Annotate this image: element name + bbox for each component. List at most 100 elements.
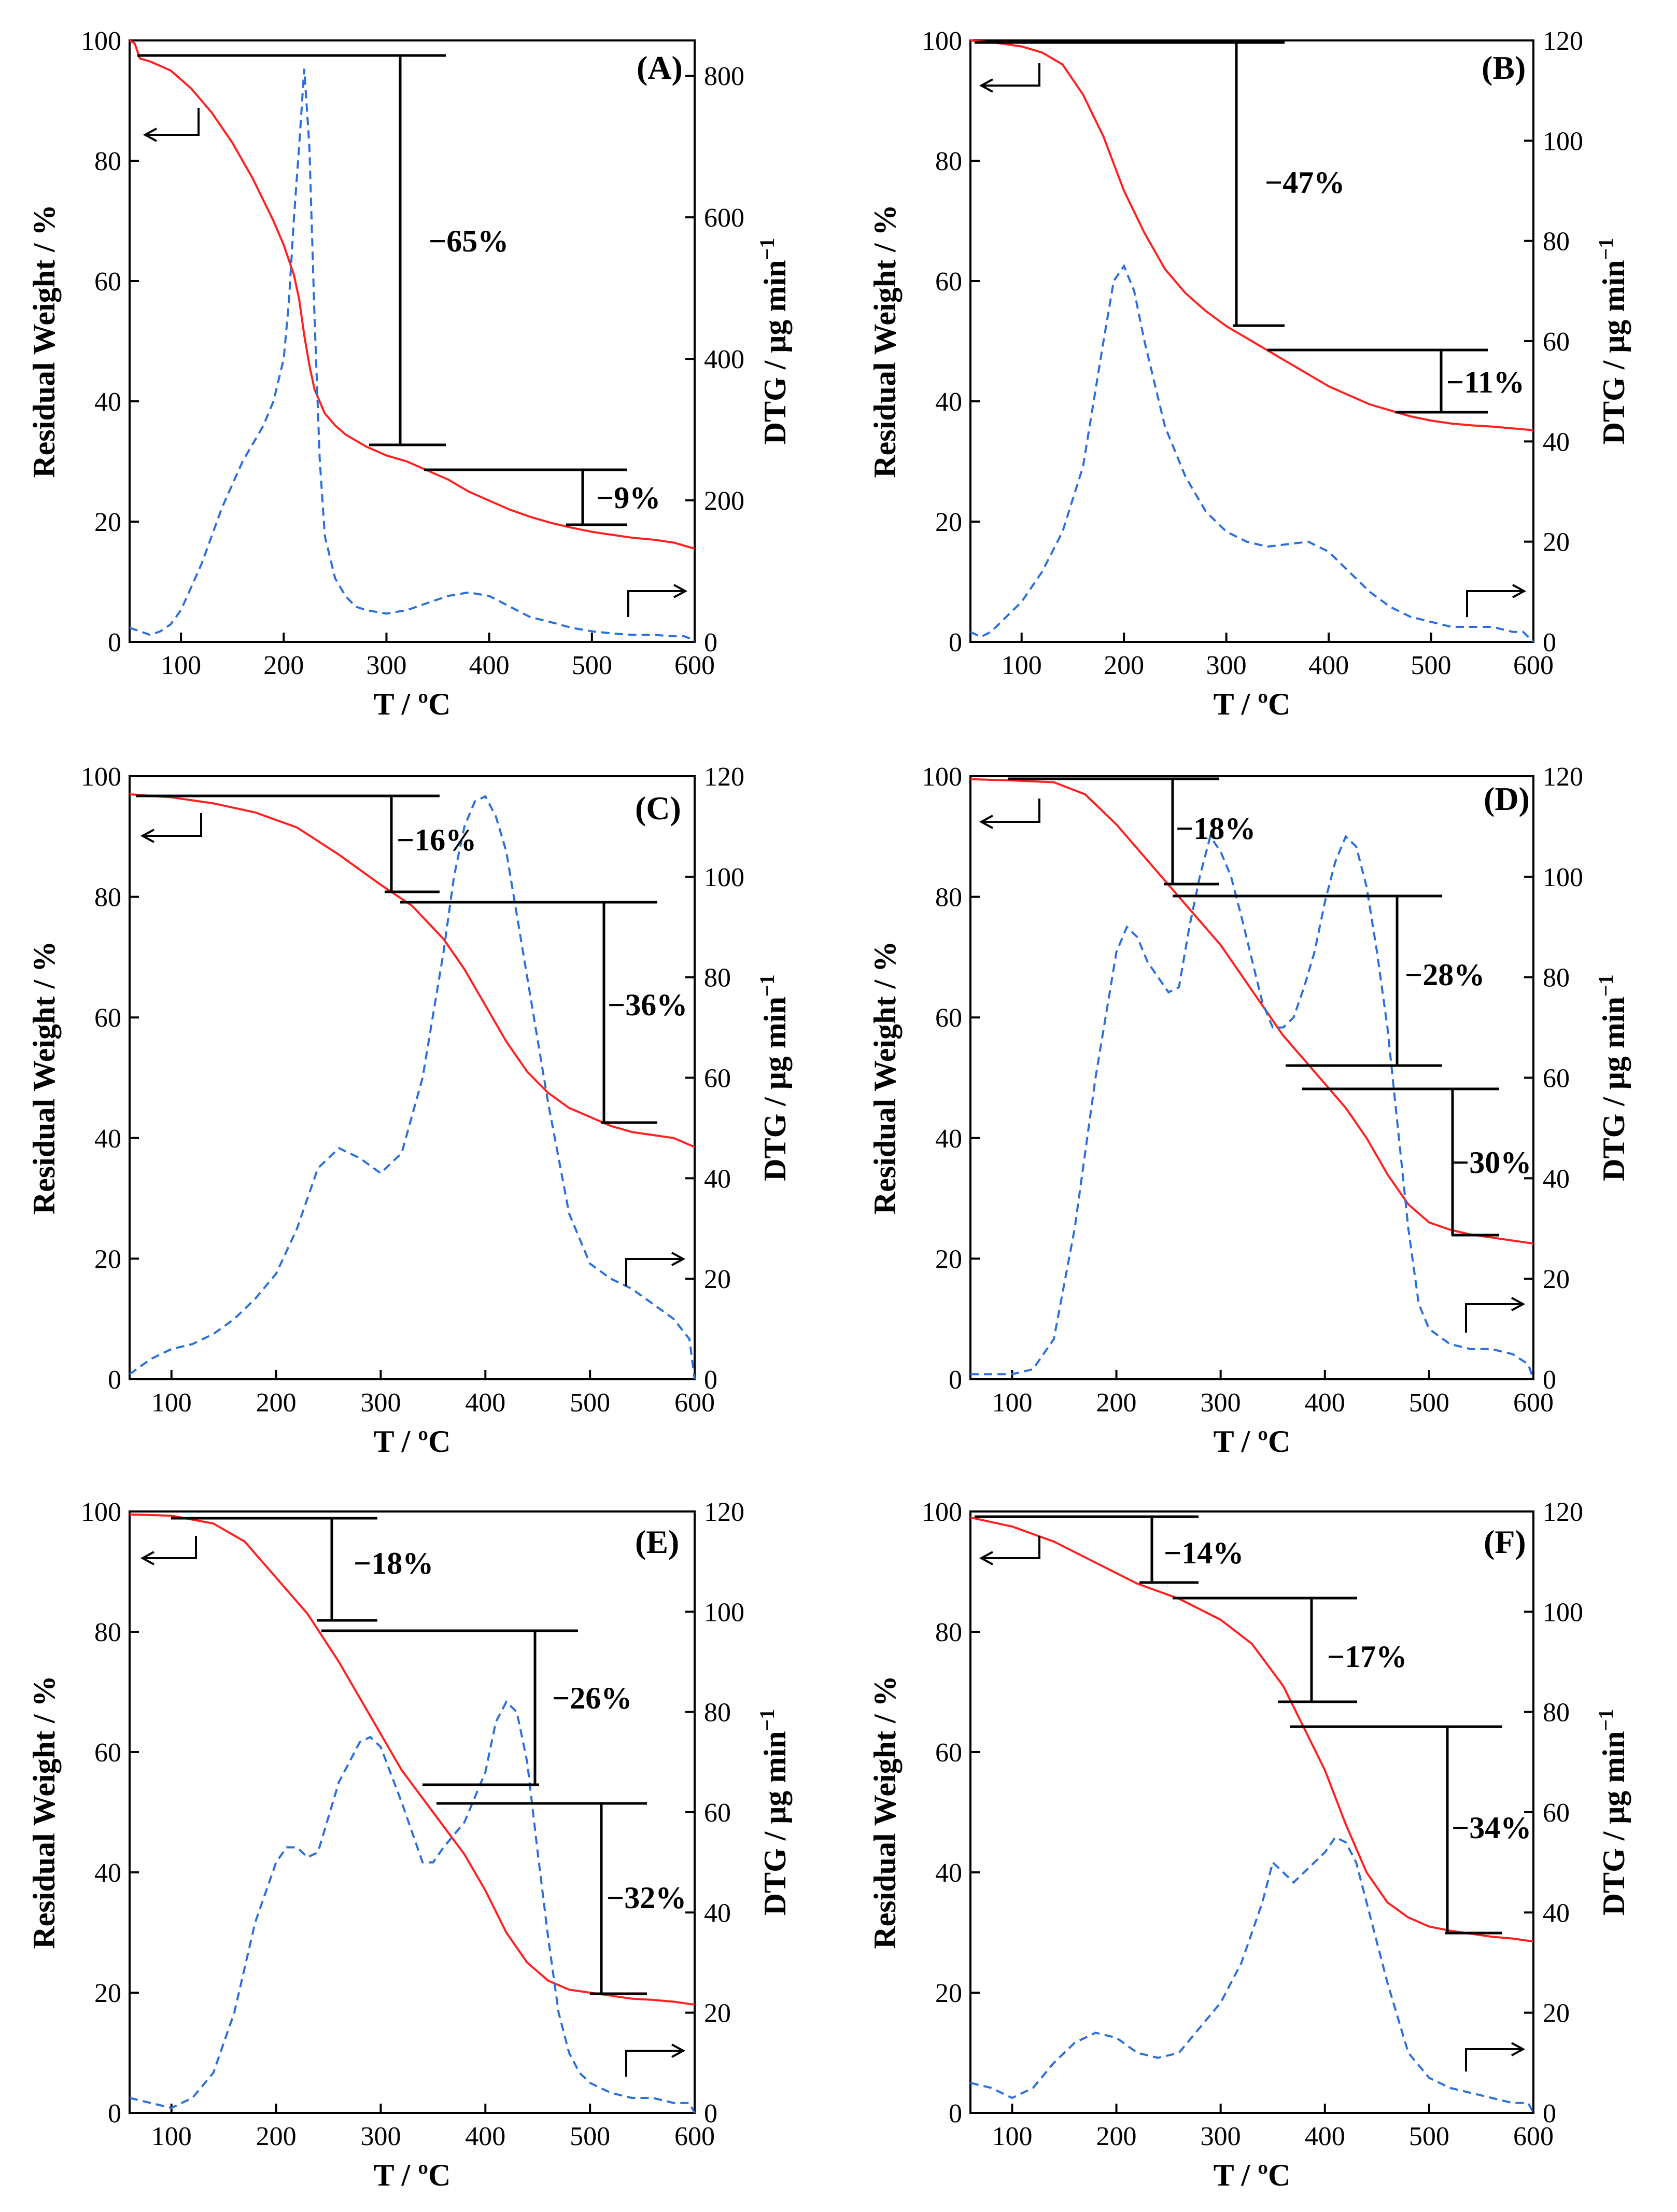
panel-f-step-3-label: −34% — [1451, 1811, 1531, 1845]
panel-c-x-axis-title: T / ºC — [374, 1424, 451, 1459]
panel-f-step-2-label: −17% — [1327, 1640, 1407, 1674]
panel-b-step-2-label: −11% — [1446, 365, 1525, 399]
panel-e-step-3-label: −32% — [607, 1881, 686, 1915]
panel-d-y-tick-label: 20 — [935, 1244, 962, 1274]
panel-e-annotations: −18% −26% −32% (E) — [140, 1517, 686, 2077]
panel-f-y2-tick-label: 60 — [1543, 1798, 1570, 1828]
panel-b-series — [970, 39, 1534, 643]
panel-a-axes: 100 200 300 400 500 6000204060801000200400600… — [27, 26, 792, 721]
panel-a-x-axis-title: T / ºC — [374, 687, 451, 721]
panel-c-step-2-label: −36% — [608, 988, 687, 1022]
panel-a-y-tick-label: 20 — [94, 508, 121, 537]
panel-c-x-tick-label: 100 — [151, 1388, 192, 1418]
panel-b-y2-tick-label: 60 — [1543, 327, 1570, 357]
panel-a-x-tick-label: 400 — [469, 651, 510, 680]
panel-f-y-tick-label: 20 — [935, 1979, 962, 2008]
panel-b-y2-axis-title: DTG / μg min−1 — [1594, 238, 1631, 445]
panel-f-label: (F) — [1484, 1523, 1526, 1560]
panel-e-step-1-label: −18% — [354, 1546, 433, 1580]
panel-f-series — [970, 1516, 1534, 2113]
panel-e-x-tick-label: 200 — [256, 2122, 297, 2151]
panel-d-x-axis-title: T / ºC — [1214, 1424, 1291, 1459]
panel-e-axes: 100 200 300 400 500 6000204060801000204060801… — [27, 1497, 792, 2192]
panel-a-y-tick-label: 60 — [94, 267, 121, 297]
panel-e-series — [129, 1513, 696, 2113]
panel-f-annotations: −14% −17% −34% (F) — [975, 1515, 1531, 2071]
panel-a-x-tick-label: 100 — [161, 651, 201, 680]
panel-d-step-3-label: −30% — [1451, 1145, 1531, 1180]
panel-e-y2-tick-label: 20 — [704, 1999, 731, 2028]
panel-f-right-arrow-icon — [1465, 2042, 1526, 2071]
panel-b-y-tick-label: 20 — [935, 508, 962, 537]
panel-a-y-tick-label: 40 — [94, 387, 121, 417]
panel-d-left-arrow-icon — [979, 799, 1040, 829]
panel-b-x-tick-label: 600 — [1513, 651, 1554, 680]
panel-e-dtg-curve — [129, 1700, 696, 2113]
panel-c-y-tick-label: 60 — [94, 1003, 121, 1033]
panel-c-tga-curve — [129, 793, 695, 1149]
panel-c-x-tick-label: 500 — [570, 1388, 610, 1418]
panel-a-y-tick-label: 0 — [108, 628, 121, 657]
panel-b-step-1-label: −47% — [1265, 165, 1345, 200]
panel-d-right-arrow-icon — [1465, 1297, 1526, 1333]
panel-f-y2-axis-title: DTG / μg min−1 — [1594, 1709, 1631, 1916]
panel-b-x-tick-label: 300 — [1206, 651, 1247, 680]
panel-c-left-arrow-icon — [140, 813, 202, 843]
panel-b-tga-curve — [970, 39, 1534, 431]
panel-a-y2-tick-label: 600 — [704, 203, 744, 233]
panel-b-y-tick-label: 0 — [949, 628, 962, 657]
panel-f-x-tick-label: 300 — [1201, 2122, 1241, 2151]
panel-f-y-tick-label: 60 — [935, 1738, 962, 1768]
panel-f-x-axis-title: T / ºC — [1214, 2158, 1291, 2192]
panel-a-step-2-label: −9% — [596, 481, 660, 515]
panel-d-tga-curve — [970, 778, 1534, 1245]
panel-b-x-tick-label: 400 — [1308, 651, 1349, 680]
panel-e: 100 200 300 400 500 6000204060801000204060801… — [27, 1497, 792, 2192]
panel-c-y-tick-label: 100 — [81, 762, 121, 792]
panel-e-y2-axis-title: DTG / μg min−1 — [755, 1709, 793, 1916]
panel-b-y2-tick-label: 120 — [1543, 26, 1583, 56]
panel-d-step-2-label: −28% — [1405, 958, 1485, 992]
panel-e-x-tick-label: 500 — [570, 2122, 610, 2151]
panel-e-y2-tick-label: 0 — [704, 2099, 717, 2129]
panel-f-axes: 100 200 300 400 500 6000204060801000204060801… — [868, 1497, 1631, 2192]
panel-d-y-tick-label: 40 — [935, 1124, 962, 1154]
panel-d-y2-axis-title: DTG / μg min−1 — [1594, 974, 1631, 1181]
panel-f-x-tick-label: 100 — [992, 2122, 1032, 2151]
panel-a-y-axis-title: Residual Weight / % — [27, 204, 61, 478]
panel-e-y2-tick-label: 100 — [704, 1598, 744, 1627]
panel-e-y2-tick-label: 80 — [704, 1698, 731, 1728]
panel-d-x-tick-label: 500 — [1409, 1388, 1449, 1418]
panel-f-x-tick-label: 500 — [1409, 2122, 1449, 2151]
panel-c-step-1-label: −16% — [397, 823, 476, 857]
panel-d-y-tick-label: 60 — [935, 1003, 962, 1033]
panel-e-y2-tick-label: 120 — [704, 1497, 744, 1527]
panel-c-y2-tick-label: 80 — [704, 963, 731, 993]
panel-d-y2-tick-label: 40 — [1543, 1164, 1570, 1194]
panel-a-dtg-curve — [129, 68, 696, 643]
panel-b-label: (B) — [1482, 49, 1526, 86]
panel-c-y2-tick-label: 60 — [704, 1064, 731, 1094]
panel-e-y-tick-label: 60 — [94, 1738, 121, 1768]
panel-c-dtg-curve — [129, 795, 696, 1380]
panel-d-y-tick-label: 80 — [935, 883, 962, 913]
panel-e-tga-curve — [129, 1513, 695, 2006]
panel-d-series — [970, 778, 1534, 1380]
panel-e-y-tick-label: 20 — [94, 1979, 121, 2008]
panel-e-x-axis-title: T / ºC — [374, 2158, 451, 2192]
panel-f: 100 200 300 400 500 6000204060801000204060801… — [868, 1497, 1631, 2192]
panel-c-y2-tick-label: 40 — [704, 1164, 731, 1194]
panel-c-x-tick-label: 200 — [256, 1388, 297, 1418]
panel-b-y2-tick-label: 100 — [1543, 127, 1583, 156]
panel-b-y-tick-label: 100 — [922, 26, 962, 56]
panel-a-series — [129, 39, 696, 643]
panel-b-left-arrow-icon — [979, 63, 1040, 93]
panel-a-tga-curve — [129, 39, 695, 550]
panel-d-label: (D) — [1484, 780, 1530, 817]
panel-f-y-tick-label: 0 — [949, 2099, 962, 2129]
panel-b-y-tick-label: 40 — [935, 387, 962, 417]
panel-c-axes: 100 200 300 400 500 6000204060801000204060801… — [27, 762, 792, 1459]
panel-d-y2-tick-label: 80 — [1543, 963, 1570, 993]
panel-f-y-tick-label: 80 — [935, 1618, 962, 1647]
